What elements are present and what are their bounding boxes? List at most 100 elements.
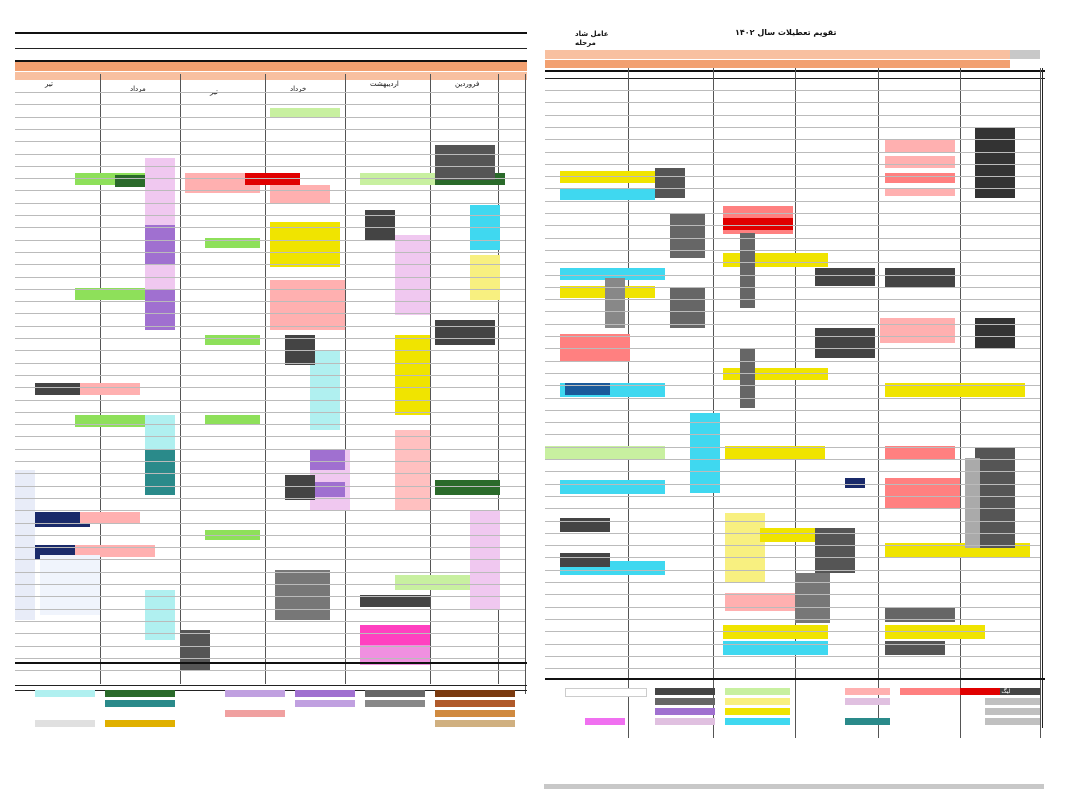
left-legend-swatch: [435, 720, 515, 727]
schedule-block: [885, 140, 955, 152]
grid-row-line: [545, 274, 1040, 276]
left-legend-swatch: [105, 690, 175, 697]
grid-row-line: [545, 459, 1040, 460]
schedule-block: [885, 156, 955, 168]
schedule-block: [885, 446, 955, 460]
schedule-block: [845, 478, 865, 488]
grid-row-line: [545, 508, 1040, 510]
schedule-block: [560, 553, 610, 567]
grid-row-line: [545, 299, 1040, 301]
schedule-block: [360, 595, 430, 607]
bottom-scroll-bar[interactable]: [544, 784, 1044, 789]
grid-row-line: [15, 227, 525, 229]
schedule-block: [560, 518, 610, 532]
schedule-block: [80, 512, 140, 524]
schedule-block: [560, 334, 630, 362]
grid-row-line: [545, 668, 1040, 670]
schedule-block: [80, 383, 140, 395]
grid-row-line: [545, 249, 1040, 251]
grid-row-line: [15, 387, 525, 389]
grid-row-line: [545, 286, 1040, 288]
schedule-block: [723, 218, 793, 230]
right-legend-swatch: [985, 698, 1040, 705]
schedule-block: [180, 630, 210, 670]
schedule-block: [285, 475, 315, 500]
top-border: [15, 32, 527, 34]
left-legend-swatch: [435, 690, 515, 697]
grid-row-line: [545, 569, 1040, 571]
grid-row-line: [15, 116, 525, 118]
schedule-block: [975, 318, 1015, 348]
grid-row-line: [545, 237, 1040, 239]
schedule-block: [185, 173, 260, 193]
grid-row-line: [15, 608, 525, 610]
grid-row-line: [545, 495, 1040, 497]
schedule-block: [270, 280, 345, 330]
right-legend-swatch: [845, 688, 890, 695]
left-legend-swatch: [365, 690, 425, 697]
schedule-block: [395, 575, 470, 590]
grid-row-line: [545, 102, 1040, 104]
grid-row-line: [15, 522, 525, 524]
grid-row-line: [15, 301, 525, 303]
right-legend-swatch: [845, 698, 890, 705]
grid-row-line: [545, 114, 1040, 116]
grid-row-line: [545, 151, 1040, 153]
schedule-block: [395, 235, 430, 315]
grid-row-line: [15, 313, 525, 315]
grid-row-line: [15, 633, 525, 635]
grid-row-line: [545, 90, 1040, 91]
grid-row-line: [15, 128, 525, 130]
schedule-block: [145, 590, 175, 640]
right-legend-swatch: [985, 708, 1040, 715]
schedule-block: [815, 328, 875, 358]
left-legend-swatch: [295, 690, 355, 697]
right-legend-swatch: [655, 708, 715, 715]
grid-row-line: [15, 202, 525, 204]
schedule-block: [723, 368, 828, 380]
grid-row-line: [15, 510, 525, 512]
grid-row-line: [15, 288, 525, 290]
schedule-block: [815, 528, 855, 573]
grid-row-line: [545, 188, 1040, 190]
schedule-block: [145, 450, 175, 495]
grid-row-line: [545, 336, 1040, 337]
schedule-block: [435, 145, 495, 180]
grid-row-line: [545, 655, 1040, 657]
right-band-2: [545, 60, 1010, 68]
schedule-block: [470, 255, 500, 300]
right-legend-swatch: [845, 718, 890, 725]
grid-row-line: [545, 582, 1040, 583]
schedule-block: [880, 318, 955, 343]
schedule-block: [310, 450, 345, 470]
grid-row-line: [15, 276, 525, 278]
left-col-head-6: فروردین: [455, 80, 480, 88]
right-legend-swatch: [565, 688, 647, 697]
grid-row-line: [15, 264, 525, 266]
schedule-block: [885, 268, 955, 288]
corner-label-1: عامل شاد: [575, 30, 609, 38]
grid-row-line: [545, 422, 1040, 424]
schedule-block: [270, 108, 340, 118]
right-title-1: تقویم تعطیلات سال ۱۴۰۲: [735, 28, 837, 37]
right-legend-swatch: [655, 698, 715, 705]
left-legend-swatch: [225, 710, 285, 717]
grid-row-line: [545, 520, 1040, 522]
grid-row-line: [545, 606, 1040, 608]
grid-row-line: [545, 471, 1040, 473]
grid-row-line: [15, 448, 525, 450]
schedule-block: [885, 188, 955, 196]
grid-row-line: [15, 596, 525, 598]
grid-row-line: [15, 411, 525, 413]
grid-row-line: [545, 213, 1040, 214]
grid-row-line: [15, 374, 525, 376]
grid-row-line: [545, 532, 1040, 534]
grid-row-line: [545, 360, 1040, 362]
schedule-block: [560, 480, 665, 494]
schedule-block: [815, 268, 875, 286]
right-legend-swatch: [725, 688, 790, 695]
grid-row-line: [545, 643, 1040, 645]
grid-row-line: [545, 631, 1040, 633]
grid-row-line: [545, 372, 1040, 374]
left-calendar-sheet: تیر مرداد تیر خرداد اردیبهشت فروردین: [15, 30, 530, 750]
